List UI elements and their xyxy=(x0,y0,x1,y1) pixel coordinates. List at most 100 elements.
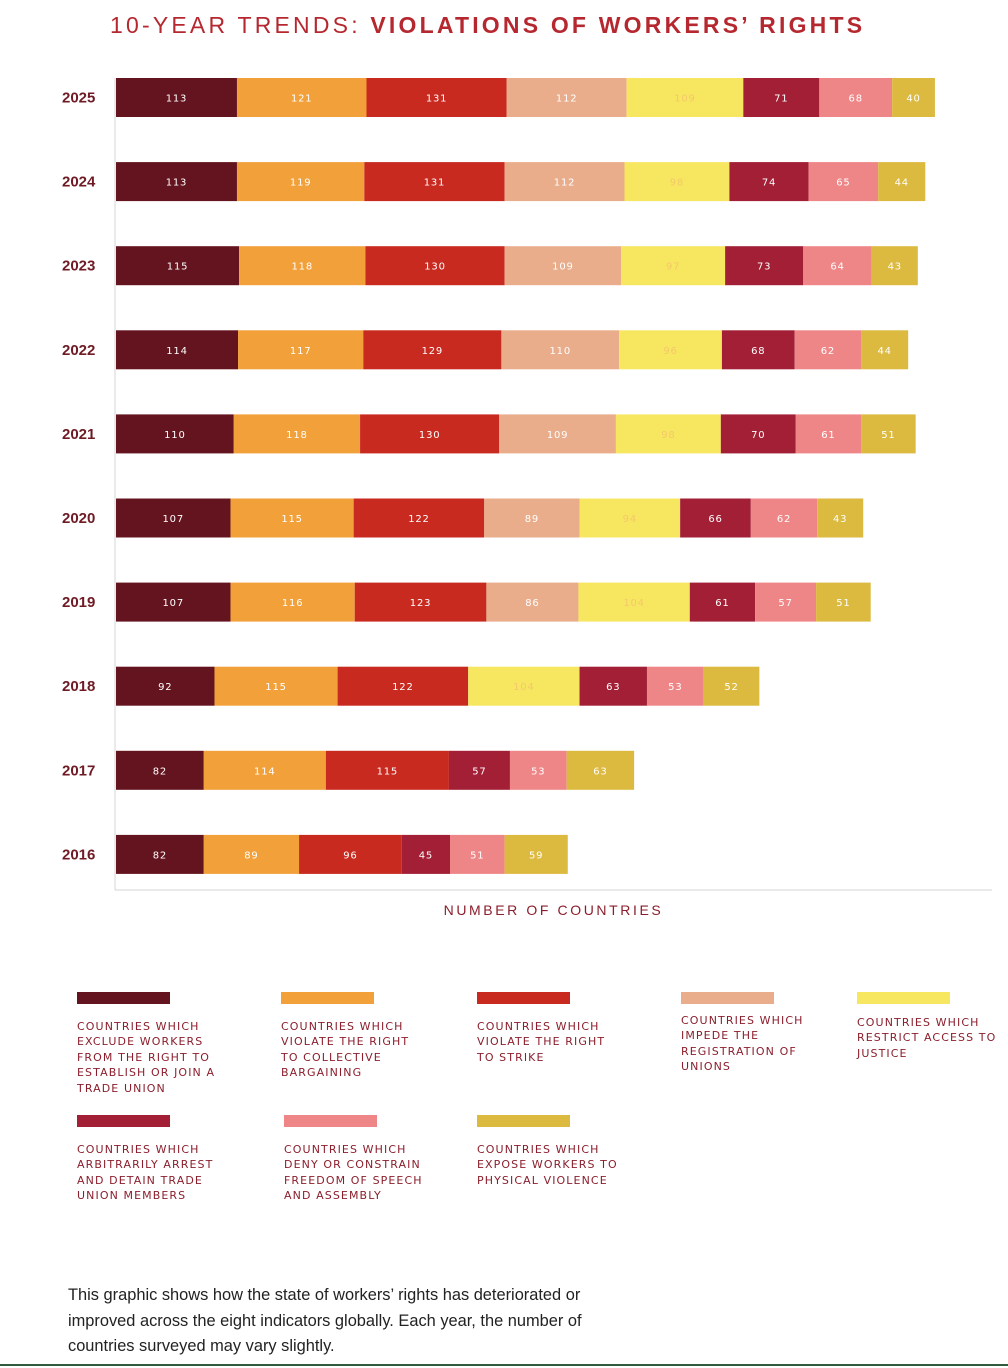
legend-label: COUNTRIES WHICH EXPOSE WORKERS TO PHYSIC… xyxy=(477,1143,618,1187)
legend-swatch xyxy=(857,992,950,1004)
bar-segment-2022-s7 xyxy=(794,330,862,370)
bar-segment-2016-s6 xyxy=(401,834,450,874)
bar-value-label-2016-s3: 96 xyxy=(343,850,357,861)
bar-segment-2023-s7 xyxy=(803,246,872,286)
bar-segment-2022-s8 xyxy=(861,330,909,370)
bar-value-label-2018-s3: 122 xyxy=(392,682,414,693)
year-label-2022: 2022 xyxy=(62,342,95,359)
bar-segment-2023-s5 xyxy=(621,246,726,286)
bar-value-label-2019-s3: 123 xyxy=(410,598,432,609)
bar-value-label-2024-s2: 119 xyxy=(290,178,312,189)
bar-segment-2024-s4 xyxy=(504,162,625,202)
year-label-2017: 2017 xyxy=(62,762,95,779)
bar-segment-2017-s3 xyxy=(325,750,449,790)
caption: This graphic shows how the state of work… xyxy=(68,1286,582,1356)
bar-segment-2020-s7 xyxy=(750,498,818,538)
bar-value-label-2025-s4: 112 xyxy=(556,94,578,105)
bar-value-label-2018-s8: 52 xyxy=(724,682,738,693)
bar-segment-2016-s1 xyxy=(116,834,204,874)
bar-value-label-2021-s6: 70 xyxy=(751,430,765,441)
bar-value-label-2019-s8: 51 xyxy=(836,598,850,609)
bar-value-label-2016-s2: 89 xyxy=(244,850,258,861)
bar-value-label-2019-s5: 104 xyxy=(623,598,645,609)
bar-value-label-2019-s6: 61 xyxy=(715,598,729,609)
bar-value-label-2021-s7: 61 xyxy=(821,430,835,441)
legend-item-4: COUNTRIES WHICH IMPEDE THE REGISTRATION … xyxy=(681,992,831,1075)
bar-value-label-2021-s4: 109 xyxy=(547,430,569,441)
legend-item-8: COUNTRIES WHICH EXPOSE WORKERS TO PHYSIC… xyxy=(477,1115,627,1188)
bar-value-label-2018-s1: 92 xyxy=(158,682,172,693)
bar-segment-2022-s1 xyxy=(116,330,239,370)
bar-value-label-2017-s7: 53 xyxy=(531,766,545,777)
year-label-2019: 2019 xyxy=(62,594,95,611)
legend-item-5: COUNTRIES WHICH RESTRICT ACCESS TO JUSTI… xyxy=(857,992,1007,1061)
bar-value-label-2025-s3: 131 xyxy=(426,94,448,105)
chart-title-regular: 10-YEAR TRENDS: xyxy=(110,12,371,38)
bar-segment-2025-s2 xyxy=(236,78,367,117)
bar-value-label-2017-s1: 82 xyxy=(153,766,167,777)
bar-value-label-2021-s2: 118 xyxy=(286,430,308,441)
bar-segment-2025-s6 xyxy=(743,78,820,117)
bar-segment-2021-s5 xyxy=(615,414,721,454)
bar-segment-2016-s2 xyxy=(203,834,300,874)
bar-segment-2022-s2 xyxy=(238,330,364,370)
bar-segment-2023-s4 xyxy=(504,246,622,286)
bar-segment-2017-s2 xyxy=(203,750,326,790)
bar-segment-2019-s2 xyxy=(230,582,355,622)
bar-value-label-2025-s7: 68 xyxy=(849,94,863,105)
bar-value-label-2016-s8: 59 xyxy=(529,850,543,861)
bar-value-label-2023-s1: 115 xyxy=(167,262,189,273)
bar-segment-2023-s8 xyxy=(871,246,918,286)
year-label-2021: 2021 xyxy=(62,426,95,443)
bar-value-label-2023-s2: 118 xyxy=(292,262,314,273)
bar-value-label-2023-s8: 43 xyxy=(888,262,902,273)
bar-segment-2024-s5 xyxy=(624,162,730,202)
bar-segment-2017-s1 xyxy=(116,750,204,790)
bar-value-label-2020-s2: 115 xyxy=(281,514,303,525)
year-label-2025: 2025 xyxy=(62,90,95,107)
bar-value-label-2024-s1: 113 xyxy=(166,178,188,189)
bar-value-label-2021-s8: 51 xyxy=(881,430,895,441)
legend-label: COUNTRIES WHICH EXCLUDE WORKERS FROM THE… xyxy=(77,1020,216,1095)
bar-value-label-2025-s5: 109 xyxy=(674,94,696,105)
bar-value-label-2024-s6: 74 xyxy=(762,178,776,189)
bar-value-label-2025-s1: 113 xyxy=(166,94,188,105)
bar-value-label-2024-s5: 98 xyxy=(670,178,684,189)
bar-value-label-2023-s5: 97 xyxy=(666,262,680,273)
legend-item-1: COUNTRIES WHICH EXCLUDE WORKERS FROM THE… xyxy=(77,992,227,1096)
legend-item-7: COUNTRIES WHICH DENY OR CONSTRAIN FREEDO… xyxy=(284,1115,434,1204)
bar-segment-2016-s7 xyxy=(449,834,505,874)
x-axis-label: NUMBER OF COUNTRIES xyxy=(443,902,664,918)
year-label-2023: 2023 xyxy=(62,258,95,275)
bar-segment-2021-s1 xyxy=(116,414,234,454)
legend-label: COUNTRIES WHICH VIOLATE THE RIGHT TO STR… xyxy=(477,1020,606,1064)
bar-segment-2023-s1 xyxy=(116,246,240,286)
bar-value-label-2022-s6: 68 xyxy=(751,346,765,357)
bar-value-label-2023-s6: 73 xyxy=(757,262,771,273)
bar-segment-2022-s5 xyxy=(619,330,722,370)
legend-swatch xyxy=(477,992,570,1004)
bar-segment-2020-s8 xyxy=(817,498,864,538)
legend-label: COUNTRIES WHICH IMPEDE THE REGISTRATION … xyxy=(681,1014,804,1074)
bar-value-label-2019-s2: 116 xyxy=(282,598,304,609)
bar-segment-2024-s1 xyxy=(116,162,237,202)
bar-segment-2019-s8 xyxy=(816,582,871,622)
bar-segment-2018-s1 xyxy=(116,666,215,706)
bar-segment-2018-s3 xyxy=(337,666,469,706)
bar-segment-2021-s7 xyxy=(795,414,862,454)
bar-segment-2025-s3 xyxy=(366,78,507,117)
bar-value-label-2017-s2: 114 xyxy=(254,766,276,777)
bar-value-label-2020-s5: 94 xyxy=(623,514,637,525)
bar-value-label-2025-s2: 121 xyxy=(291,94,313,105)
bar-segment-2019-s7 xyxy=(755,582,817,622)
bar-value-label-2025-s6: 71 xyxy=(774,94,788,105)
bar-segment-2021-s4 xyxy=(499,414,616,454)
bar-value-label-2018-s6: 63 xyxy=(606,682,620,693)
bar-segment-2025-s4 xyxy=(506,78,627,117)
bar-segment-2021-s8 xyxy=(861,414,916,454)
bar-segment-2019-s3 xyxy=(354,582,487,622)
bar-value-label-2022-s2: 117 xyxy=(290,346,312,357)
bar-value-label-2022-s4: 110 xyxy=(550,346,572,357)
bar-value-label-2017-s3: 115 xyxy=(377,766,399,777)
bar-segment-2016-s3 xyxy=(299,834,402,874)
